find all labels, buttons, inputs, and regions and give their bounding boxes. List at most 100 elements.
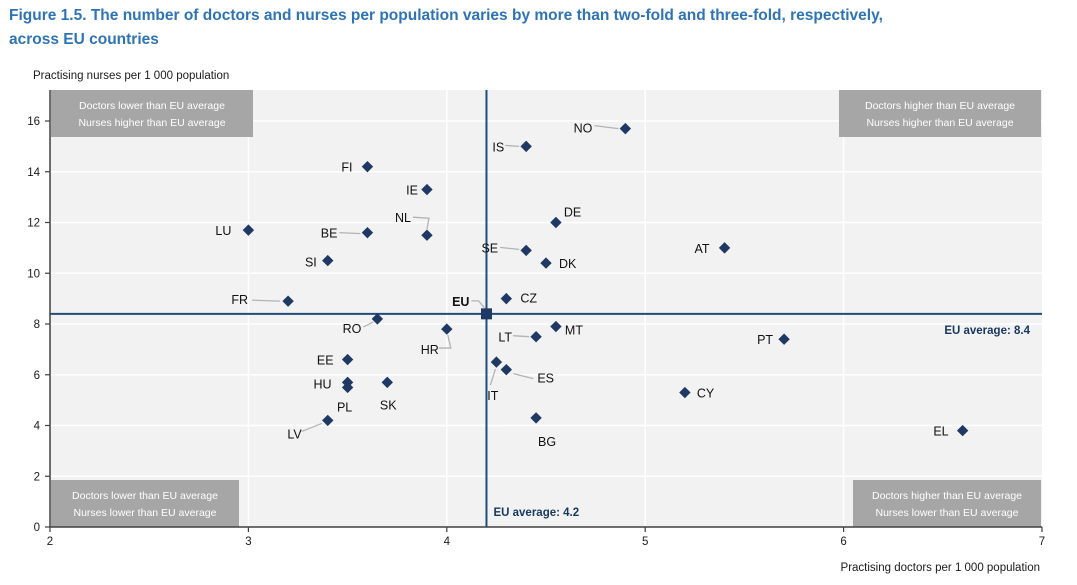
point-LT — [530, 330, 542, 343]
point-BG — [530, 412, 542, 424]
leader-line-LV — [301, 422, 323, 433]
plot-background — [50, 90, 1042, 527]
point-ES — [500, 363, 513, 376]
quadrant-label-bottom-left-line1: Doctors lower than EU average — [72, 490, 218, 502]
leader-line-SE — [500, 246, 520, 251]
x-tick-label-6: 6 — [840, 536, 846, 548]
leader-line-BE — [339, 232, 361, 235]
point-label-DE: DE — [564, 206, 581, 220]
point-EU — [480, 308, 492, 320]
quadrant-label-top-left-line2: Nurses higher than EU average — [78, 117, 225, 129]
point-label-IE: IE — [406, 184, 418, 198]
point-label-MT: MT — [565, 324, 583, 338]
point-MT — [550, 320, 562, 333]
point-DK — [540, 257, 552, 269]
point-label-AT: AT — [695, 242, 710, 256]
y-tick-label-16: 16 — [27, 116, 40, 128]
point-EE — [341, 353, 354, 366]
point-SI — [322, 254, 334, 267]
point-label-NL: NL — [395, 211, 411, 225]
leader-line-ES — [513, 373, 534, 380]
point-label-SK: SK — [380, 398, 397, 412]
point-label-PL: PL — [337, 400, 352, 414]
point-label-FR: FR — [231, 293, 248, 307]
point-HR — [441, 323, 453, 335]
leader-line-LT — [513, 335, 530, 338]
x-axis-title: Practising doctors per 1 000 population — [841, 562, 1040, 574]
leader-line-FR — [252, 299, 281, 302]
point-label-HU: HU — [314, 377, 332, 391]
point-IT — [490, 356, 503, 368]
point-label-EU: EU — [452, 295, 469, 309]
point-IS — [520, 140, 532, 153]
point-label-BE: BE — [321, 227, 338, 241]
point-RO — [371, 313, 384, 325]
quadrant-label-top-left-line1: Doctors lower than EU average — [79, 100, 225, 112]
point-label-LV: LV — [287, 427, 302, 441]
point-SE — [520, 244, 532, 257]
point-label-LU: LU — [215, 224, 231, 238]
quadrant-label-bottom-left-line2: Nurses lower than EU average — [74, 507, 217, 519]
point-AT — [718, 242, 731, 254]
leader-line-IS — [505, 144, 520, 148]
y-tick-label-14: 14 — [27, 167, 40, 179]
leader-line-NL — [412, 216, 430, 230]
point-label-CZ: CZ — [520, 292, 537, 306]
point-label-SI: SI — [305, 256, 317, 270]
point-label-LT: LT — [498, 331, 512, 345]
point-LV — [322, 414, 334, 427]
point-label-RO: RO — [343, 322, 362, 336]
leader-line-IT — [489, 368, 497, 386]
y-tick-label-12: 12 — [27, 218, 40, 230]
point-FR — [282, 295, 294, 307]
point-EL — [956, 424, 969, 437]
y-axis-title: Practising nurses per 1 000 population — [33, 70, 229, 82]
quadrant-box-bottom-left — [51, 480, 239, 527]
point-CZ — [500, 292, 513, 305]
x-tick-label-5: 5 — [642, 536, 648, 548]
x-tick-label-7: 7 — [1039, 536, 1045, 548]
point-label-HR: HR — [421, 343, 439, 357]
point-NL — [421, 229, 433, 241]
point-PT — [778, 333, 790, 345]
point-DE — [550, 216, 562, 229]
point-label-IT: IT — [487, 389, 498, 403]
figure-title: Figure 1.5. The number of doctors and nu… — [9, 4, 1073, 52]
point-FI — [361, 160, 374, 173]
point-NO — [619, 122, 632, 135]
point-label-FI: FI — [341, 161, 352, 175]
point-label-CY: CY — [697, 387, 715, 401]
y-tick-label-4: 4 — [34, 421, 41, 433]
quadrant-box-top-left — [51, 90, 253, 137]
point-label-PT: PT — [757, 333, 773, 347]
quadrant-label-bottom-right-line2: Nurses lower than EU average — [876, 507, 1019, 519]
eu-average-nurses-label: EU average: 8.4 — [944, 325, 1030, 337]
point-LU — [242, 224, 255, 236]
point-label-NO: NO — [574, 122, 593, 136]
x-tick-label-3: 3 — [245, 536, 251, 548]
point-label-EE: EE — [317, 354, 334, 368]
point-CY — [679, 386, 691, 399]
quadrant-label-top-right-line2: Nurses higher than EU average — [866, 117, 1013, 129]
figure-title-line2: across EU countries — [9, 31, 159, 49]
quadrant-box-bottom-right — [853, 480, 1041, 527]
figure-title-line1: Figure 1.5. The number of doctors and nu… — [9, 7, 883, 24]
point-label-SE: SE — [481, 241, 498, 255]
y-tick-label-6: 6 — [34, 370, 40, 382]
y-tick-label-8: 8 — [34, 319, 40, 331]
eu-average-doctors-label: EU average: 4.2 — [493, 507, 579, 519]
x-tick-label-4: 4 — [444, 536, 451, 548]
point-label-ES: ES — [537, 372, 554, 386]
leader-line-RO — [363, 321, 374, 328]
quadrant-label-top-right-line1: Doctors higher than EU average — [865, 100, 1015, 112]
x-tick-label-2: 2 — [47, 536, 53, 548]
point-IE — [421, 183, 433, 196]
quadrant-label-bottom-right-line1: Doctors higher than EU average — [872, 490, 1022, 502]
quadrant-box-top-right — [839, 90, 1041, 137]
y-tick-label-0: 0 — [34, 522, 40, 534]
point-label-IS: IS — [492, 140, 504, 154]
y-tick-label-10: 10 — [27, 268, 40, 280]
point-label-EL: EL — [933, 425, 948, 439]
